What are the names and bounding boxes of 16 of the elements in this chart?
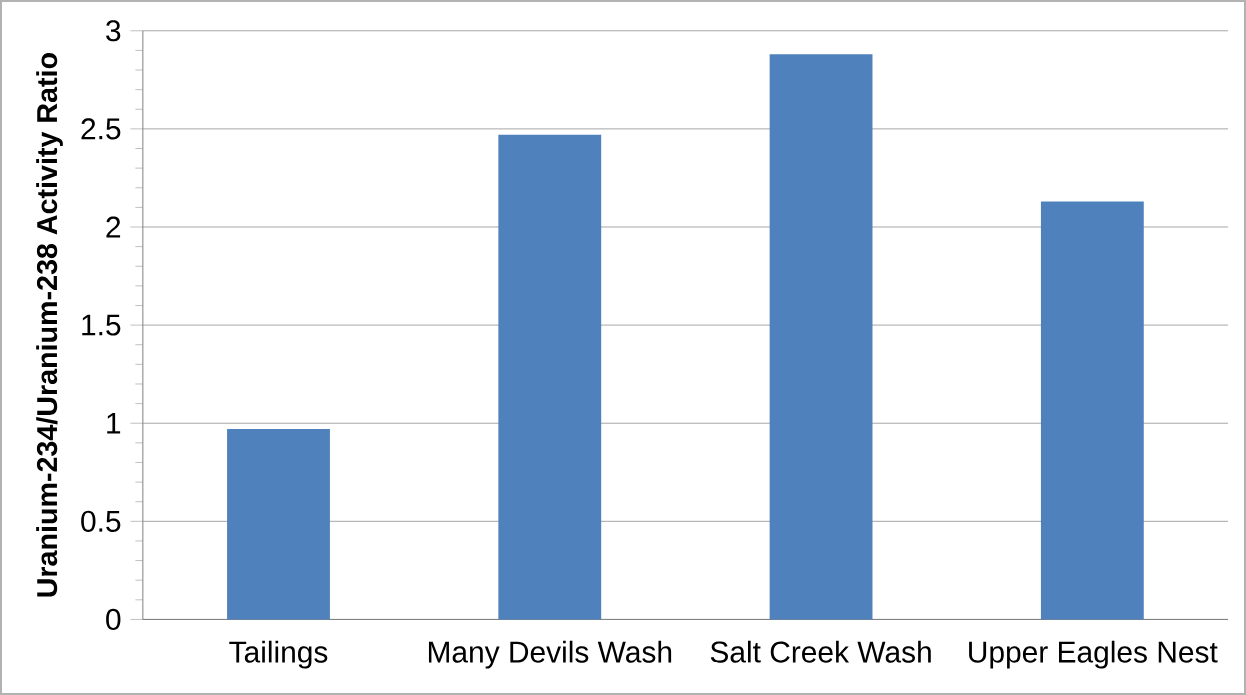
y-tick-label: 1 [107,412,121,434]
bar [498,134,602,620]
x-tick-label: Tailings [229,640,328,669]
y-tick-label: 0 [106,608,121,631]
y-tick-label: 2 [106,216,121,238]
bar [769,54,873,620]
y-tick-label: 1.5 [82,314,121,336]
y-tick-label: 2.5 [81,118,121,140]
bar [227,429,330,620]
x-tick-label: Salt Creek Wash [710,640,931,663]
y-axis-title: Uranium-234/Uranium-238 Activity Ratio [36,53,63,597]
x-tick-label: Many Devils Wash [428,640,672,669]
y-tick-label: 0.5 [81,510,121,532]
x-tick-label: Upper Eagles Nest [969,640,1218,669]
y-tick-label: 3 [106,20,121,42]
bar [1040,201,1144,620]
